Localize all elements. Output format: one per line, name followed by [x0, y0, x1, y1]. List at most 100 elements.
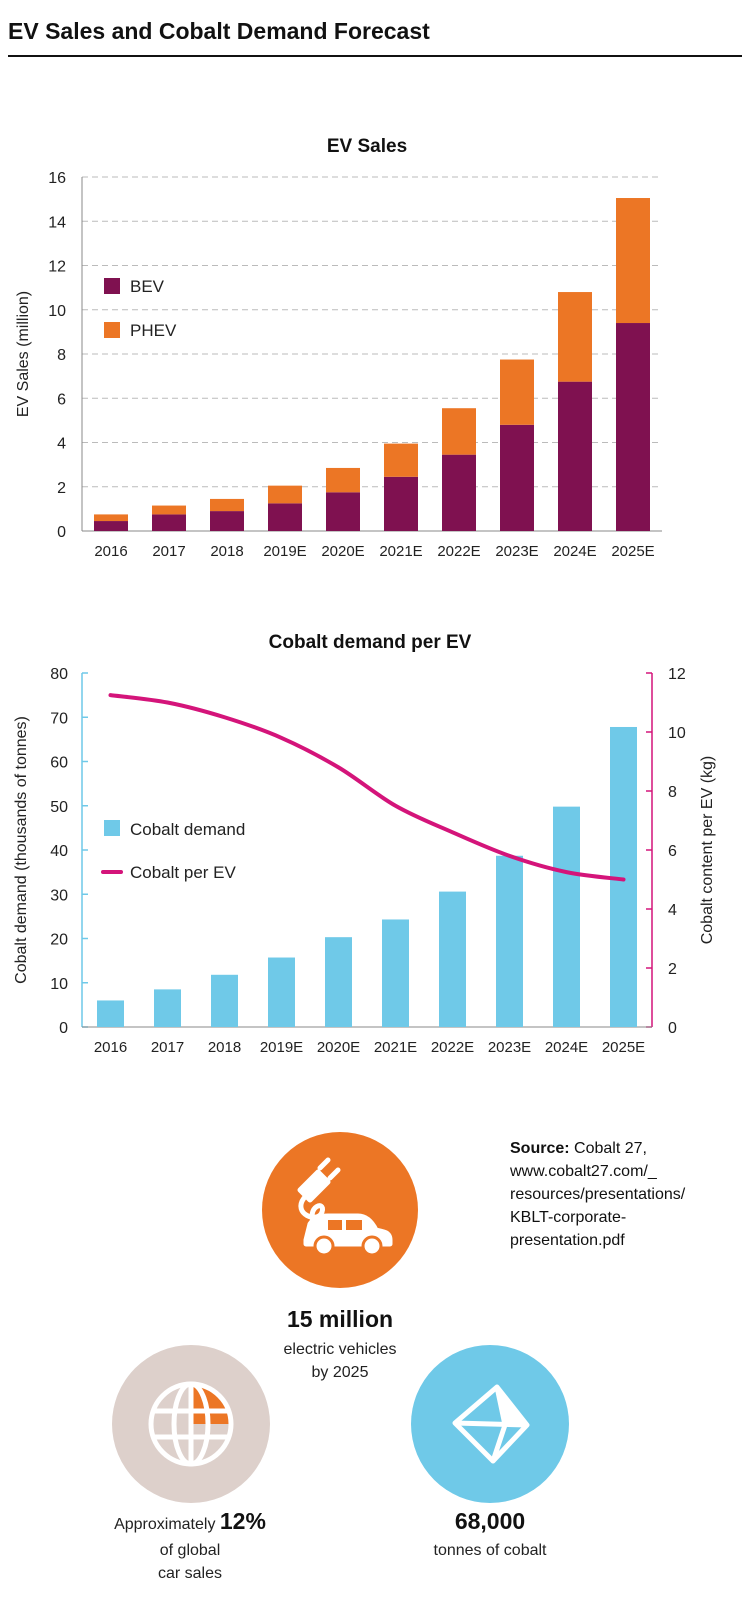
x-tick-label: 2023E: [488, 1039, 531, 1056]
cobalt-demand-chart: Cobalt demand per EV Cobalt demand (thous…: [13, 632, 716, 1056]
x-tick-label: 2020E: [317, 1039, 360, 1056]
bev-bar: [616, 323, 650, 531]
x-tick-label: 2022E: [431, 1039, 474, 1056]
ev-stat-circle: [262, 1132, 418, 1288]
y-tick-label: 10: [50, 976, 68, 993]
source-url-line: www.cobalt27.com/_: [510, 1163, 657, 1180]
y2-tick-label: 12: [668, 666, 686, 683]
x-tick-label: 2017: [152, 543, 185, 560]
y2-tick-label: 8: [668, 784, 677, 801]
y-axis-label: EV Sales (million): [15, 291, 32, 417]
phev-bar: [210, 498, 244, 512]
phev-bar: [326, 467, 360, 493]
y-tick-label: 0: [57, 524, 66, 541]
cobalt-demand-bar: [211, 974, 238, 1027]
y-tick-label: 14: [48, 214, 66, 231]
x-tick-label: 2025E: [602, 1039, 645, 1056]
legend-swatch-cobalt-demand: [104, 820, 120, 836]
y-tick-label: 50: [50, 799, 68, 816]
x-tick-label: 2019E: [260, 1039, 303, 1056]
bev-bar: [326, 492, 360, 531]
y2-tick-label: 4: [668, 902, 677, 919]
cobalt-stat-circle: [411, 1345, 569, 1503]
y-tick-label: 80: [50, 666, 68, 683]
ev-stat-value: 15 million: [286, 1306, 394, 1332]
bev-bar: [268, 503, 302, 531]
legend-label: PHEV: [130, 321, 177, 340]
y-tick-label: 6: [57, 391, 66, 408]
x-tick-label: 2018: [208, 1039, 241, 1056]
y-axis-label: Cobalt demand (thousands of tonnes): [13, 716, 30, 984]
share-stat-headline: Approximately 12%: [60, 1508, 320, 1535]
legend-swatch-bev: [104, 278, 120, 294]
y2-tick-label: 2: [668, 961, 677, 978]
chart-title: Cobalt demand per EV: [269, 632, 472, 653]
x-tick-label: 2021E: [379, 543, 422, 560]
legend-label: Cobalt demand: [130, 820, 245, 839]
y-tick-label: 0: [59, 1020, 68, 1037]
y2-tick-label: 6: [668, 843, 677, 860]
cobalt-demand-bar: [268, 957, 295, 1027]
y2-tick-label: 10: [668, 725, 686, 742]
bev-bar: [384, 476, 418, 531]
phev-bar: [384, 443, 418, 477]
cobalt-per-ev-line: [108, 693, 626, 882]
cobalt-demand-bar: [154, 989, 181, 1027]
cobalt-demand-bar: [553, 806, 580, 1027]
source-url-line: KBLT-corporate-: [510, 1209, 627, 1226]
chart-title: EV Sales: [327, 136, 407, 157]
share-stat-line1: of global: [159, 1542, 221, 1559]
title-divider: [8, 55, 742, 57]
y-tick-label: 20: [50, 932, 68, 949]
page-title: EV Sales and Cobalt Demand Forecast: [8, 18, 430, 44]
share-stat-prefix: Approximately: [114, 1516, 216, 1533]
bev-bar: [210, 511, 244, 531]
y-tick-label: 16: [48, 170, 66, 187]
bev-bar: [500, 424, 534, 531]
share-stat-value: 12%: [219, 1508, 266, 1534]
x-tick-label: 2018: [210, 543, 243, 560]
y-tick-label: 12: [48, 259, 66, 276]
y-tick-label: 40: [50, 843, 68, 860]
source-url-line: resources/presentations/: [510, 1186, 686, 1203]
phev-bar: [442, 408, 476, 455]
source-url-line: presentation.pdf: [510, 1232, 625, 1249]
legend-label: Cobalt per EV: [130, 863, 236, 882]
bev-bar: [94, 521, 128, 531]
bev-bar: [442, 454, 476, 531]
y-tick-label: 30: [50, 887, 68, 904]
cobalt-crystal-icon: [452, 1384, 530, 1464]
phev-bar: [152, 505, 186, 515]
cobalt-demand-bar: [496, 855, 523, 1027]
phev-bar: [268, 485, 302, 504]
ev-stat-line1: electric vehicles: [283, 1341, 397, 1358]
x-tick-label: 2017: [151, 1039, 184, 1056]
cobalt-demand-bar: [439, 891, 466, 1027]
share-stat-circle: [112, 1345, 270, 1503]
bev-bar: [558, 381, 592, 531]
share-stat-line2: car sales: [157, 1565, 223, 1582]
bev-bar: [152, 514, 186, 531]
phev-bar: [94, 514, 128, 522]
y-tick-label: 70: [50, 710, 68, 727]
cobalt-stat-line1: tonnes of cobalt: [433, 1542, 547, 1559]
source-note: Source: Cobalt 27, www.cobalt27.com/_ re…: [510, 1137, 750, 1252]
ev-car-icon: [297, 1157, 393, 1257]
legend-swatch-phev: [104, 322, 120, 338]
source-label: Source:: [510, 1140, 570, 1157]
x-tick-label: 2024E: [553, 543, 596, 560]
legend-label: BEV: [130, 277, 165, 296]
x-tick-label: 2023E: [495, 543, 538, 560]
x-tick-label: 2019E: [263, 543, 306, 560]
y2-tick-label: 0: [668, 1020, 677, 1037]
y2-axis-label: Cobalt content per EV (kg): [699, 756, 716, 945]
ev-sales-chart: EV Sales EV Sales (million) 0 2 4 6 8 10 12 14 16 2…: [15, 136, 662, 560]
x-tick-label: 2024E: [545, 1039, 588, 1056]
globe-icon: [148, 1381, 234, 1467]
cobalt-demand-bar: [382, 919, 409, 1027]
y-tick-label: 60: [50, 755, 68, 772]
phev-bar: [616, 198, 650, 324]
y-tick-label: 8: [57, 347, 66, 364]
x-tick-label: 2016: [94, 1039, 127, 1056]
cobalt-demand-bar: [325, 937, 352, 1027]
